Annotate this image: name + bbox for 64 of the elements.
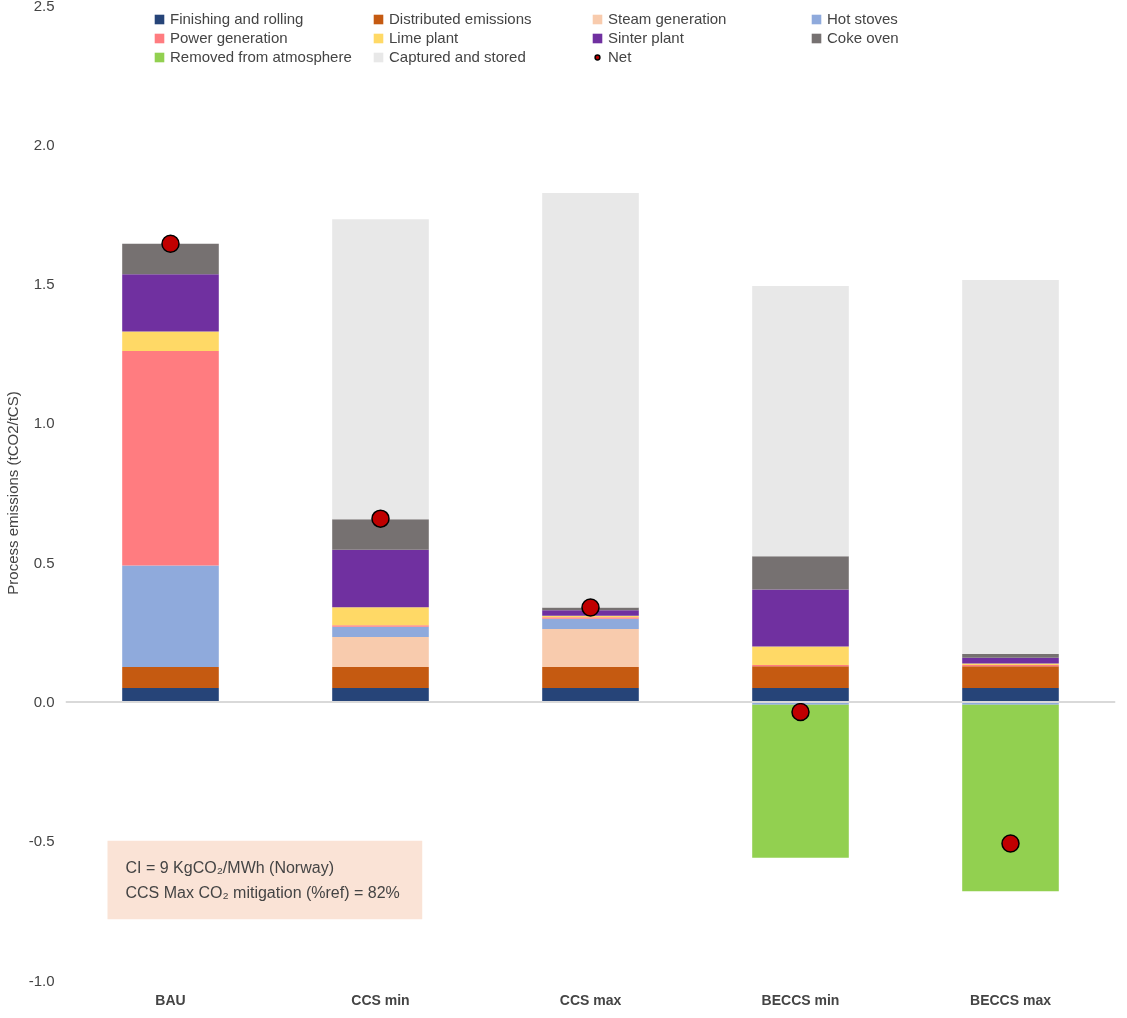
legend-label: Coke oven <box>827 29 900 46</box>
legend-label: Sinter plant <box>608 29 685 46</box>
bar <box>122 331 219 351</box>
x-tick-label: CCS max <box>559 991 622 1008</box>
x-tick-label: BECCS min <box>761 991 840 1008</box>
bar <box>752 704 849 858</box>
y-tick-label: -1.0 <box>28 971 55 989</box>
point <box>581 598 600 617</box>
bar <box>332 667 429 688</box>
bar <box>752 589 849 647</box>
y-tick-label: -0.5 <box>28 832 55 850</box>
bar <box>122 667 219 688</box>
bar <box>962 279 1059 655</box>
bar <box>332 219 429 520</box>
bar <box>752 688 849 702</box>
bar <box>962 654 1059 658</box>
bar <box>122 350 219 566</box>
x-tick-label: CCS min <box>351 991 410 1008</box>
legend-label: Distributed emissions <box>389 10 533 27</box>
bar <box>962 688 1059 702</box>
bar <box>332 637 429 668</box>
bar <box>332 626 429 638</box>
point <box>791 702 810 722</box>
y-tick-label: 2.5 <box>33 0 55 14</box>
bar <box>122 243 219 275</box>
bar <box>752 666 849 688</box>
x-tick-label: BECCS max <box>970 991 1052 1008</box>
y-tick-label: 2.0 <box>33 135 55 153</box>
y-tick-label: 1.0 <box>33 414 55 432</box>
bar <box>962 666 1059 688</box>
bar <box>122 688 219 702</box>
bar <box>542 618 639 629</box>
legend-label: Finishing and rolling <box>170 10 305 27</box>
y-tick-label: 0.5 <box>33 553 55 571</box>
legend-label: Hot stoves <box>827 10 899 27</box>
legend-label: Lime plant <box>389 29 460 46</box>
y-tick-label: 1.5 <box>33 275 55 293</box>
bar <box>962 704 1059 892</box>
bar <box>752 556 849 590</box>
bar <box>752 646 849 665</box>
bar <box>122 274 219 332</box>
legend-label: Steam generation <box>608 10 728 27</box>
legend-label: Removed from atmosphere <box>170 48 353 65</box>
legend-label: Power generation <box>170 29 289 46</box>
bar <box>752 286 849 557</box>
bar <box>542 192 639 608</box>
point <box>1001 834 1020 853</box>
bar <box>332 607 429 626</box>
x-tick-label: BAU <box>155 991 186 1008</box>
bar <box>542 667 639 688</box>
point <box>371 509 390 528</box>
legend-label: Captured and stored <box>389 48 527 65</box>
bar <box>122 565 219 668</box>
bar <box>332 688 429 702</box>
bar <box>542 688 639 702</box>
point <box>161 234 180 253</box>
bar <box>542 628 639 668</box>
annotation: CI = 9 KgCO₂/MWh (Norway) <box>125 858 334 876</box>
y-tick-label: 0.0 <box>33 692 55 710</box>
bar <box>332 519 429 550</box>
bar <box>332 549 429 608</box>
legend-label: Net <box>608 48 633 65</box>
annotation: CCS Max CO₂ mitigation (%ref) = 82% <box>125 884 400 902</box>
y-axis-title: Process emissions (tCO2/tCS) <box>3 391 21 595</box>
